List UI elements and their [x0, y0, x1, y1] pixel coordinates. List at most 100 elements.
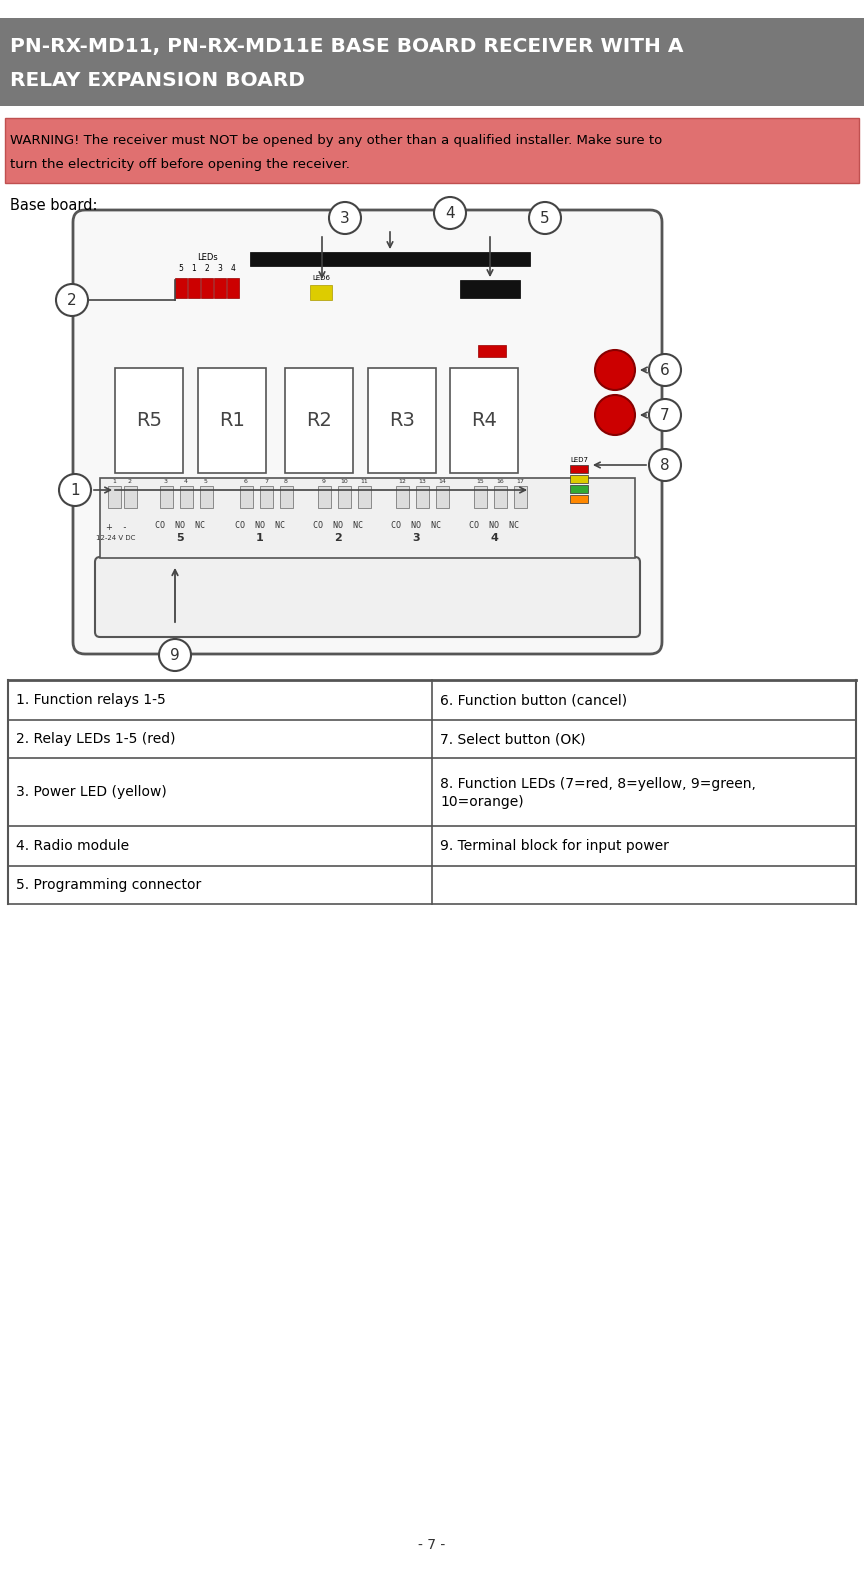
Text: 5: 5: [179, 265, 183, 273]
Text: 12-24 V DC: 12-24 V DC: [96, 534, 136, 541]
Circle shape: [595, 350, 635, 389]
Circle shape: [329, 202, 361, 233]
Bar: [0, 17, 864, 106]
Bar: [250, 252, 530, 266]
Text: 4: 4: [184, 479, 188, 484]
Bar: [310, 285, 332, 299]
Text: 4: 4: [490, 533, 498, 544]
Bar: [338, 485, 351, 507]
Text: 2: 2: [67, 293, 77, 307]
Bar: [285, 369, 353, 473]
Bar: [514, 485, 527, 507]
Text: 1: 1: [192, 265, 196, 273]
Text: 8: 8: [660, 457, 670, 473]
Text: 5: 5: [176, 533, 184, 544]
Circle shape: [649, 355, 681, 386]
Text: 1: 1: [112, 479, 116, 484]
Text: 6. Function button (cancel): 6. Function button (cancel): [440, 693, 627, 708]
Text: 9: 9: [170, 648, 180, 662]
Circle shape: [529, 202, 561, 233]
Text: 2: 2: [128, 479, 132, 484]
Bar: [280, 485, 293, 507]
Text: 2: 2: [334, 533, 342, 544]
Text: 14: 14: [438, 479, 446, 484]
Bar: [570, 485, 588, 493]
Bar: [214, 277, 226, 298]
Bar: [175, 277, 187, 298]
Bar: [416, 485, 429, 507]
Bar: [5, 118, 859, 183]
Bar: [100, 478, 635, 558]
Text: RELAY EXPANSION BOARD: RELAY EXPANSION BOARD: [10, 71, 305, 90]
Text: 8. Function LEDs (7=red, 8=yellow, 9=green,: 8. Function LEDs (7=red, 8=yellow, 9=gre…: [440, 777, 756, 791]
Text: 8: 8: [284, 479, 288, 484]
Text: Base board:: Base board:: [10, 199, 98, 213]
Text: R3: R3: [389, 411, 415, 430]
Text: 7: 7: [264, 479, 268, 484]
Text: 15: 15: [476, 479, 484, 484]
Text: 12: 12: [398, 479, 406, 484]
Bar: [201, 277, 213, 298]
Bar: [115, 369, 183, 473]
Bar: [260, 485, 273, 507]
Text: 6: 6: [660, 362, 670, 378]
Bar: [188, 277, 200, 298]
Bar: [460, 281, 520, 298]
FancyBboxPatch shape: [73, 210, 662, 654]
Text: PN-RX-MD11, PN-RX-MD11E BASE BOARD RECEIVER WITH A: PN-RX-MD11, PN-RX-MD11E BASE BOARD RECEI…: [10, 36, 683, 55]
Circle shape: [649, 449, 681, 481]
Bar: [368, 369, 436, 473]
Text: R5: R5: [136, 411, 162, 430]
Text: 3: 3: [164, 479, 168, 484]
Text: 2: 2: [205, 265, 209, 273]
Text: +    -: + -: [105, 523, 126, 533]
Text: 17: 17: [516, 479, 524, 484]
Text: CO  NO  NC: CO NO NC: [155, 522, 205, 530]
Bar: [436, 485, 449, 507]
Bar: [160, 485, 173, 507]
Text: R2: R2: [306, 411, 332, 430]
Text: 4. Radio module: 4. Radio module: [16, 838, 129, 853]
Text: 4: 4: [231, 265, 235, 273]
Text: CO  NO  NC: CO NO NC: [469, 522, 519, 530]
Text: LED6: LED6: [312, 274, 330, 281]
Bar: [180, 485, 193, 507]
Bar: [240, 485, 253, 507]
Bar: [494, 485, 507, 507]
Text: WARNING! The receiver must NOT be opened by any other than a qualified installer: WARNING! The receiver must NOT be opened…: [10, 134, 662, 147]
Text: CO  NO  NC: CO NO NC: [313, 522, 363, 530]
FancyBboxPatch shape: [95, 556, 640, 637]
Text: 4: 4: [445, 205, 454, 221]
Bar: [108, 485, 121, 507]
Bar: [200, 485, 213, 507]
Text: R1: R1: [219, 411, 245, 430]
Text: R4: R4: [471, 411, 497, 430]
Bar: [396, 485, 409, 507]
Circle shape: [434, 197, 466, 229]
Bar: [570, 495, 588, 503]
Bar: [358, 485, 371, 507]
Text: 7: 7: [660, 408, 670, 422]
Circle shape: [159, 638, 191, 671]
Text: turn the electricity off before opening the receiver.: turn the electricity off before opening …: [10, 158, 350, 170]
Text: LEDs: LEDs: [197, 254, 218, 262]
Text: 10: 10: [340, 479, 348, 484]
Circle shape: [56, 284, 88, 317]
Text: 5: 5: [540, 211, 550, 225]
Bar: [227, 277, 239, 298]
Bar: [570, 474, 588, 482]
Text: 6: 6: [244, 479, 248, 484]
Bar: [478, 345, 506, 358]
Text: 2. Relay LEDs 1-5 (red): 2. Relay LEDs 1-5 (red): [16, 731, 175, 745]
Bar: [570, 465, 588, 473]
Bar: [450, 369, 518, 473]
Circle shape: [59, 474, 91, 506]
Text: 9: 9: [322, 479, 326, 484]
Text: 16: 16: [496, 479, 504, 484]
Text: 9. Terminal block for input power: 9. Terminal block for input power: [440, 838, 669, 853]
Text: 3. Power LED (yellow): 3. Power LED (yellow): [16, 785, 167, 799]
Bar: [474, 485, 487, 507]
Text: 13: 13: [418, 479, 426, 484]
Bar: [198, 369, 266, 473]
Text: 7. Select button (OK): 7. Select button (OK): [440, 731, 586, 745]
